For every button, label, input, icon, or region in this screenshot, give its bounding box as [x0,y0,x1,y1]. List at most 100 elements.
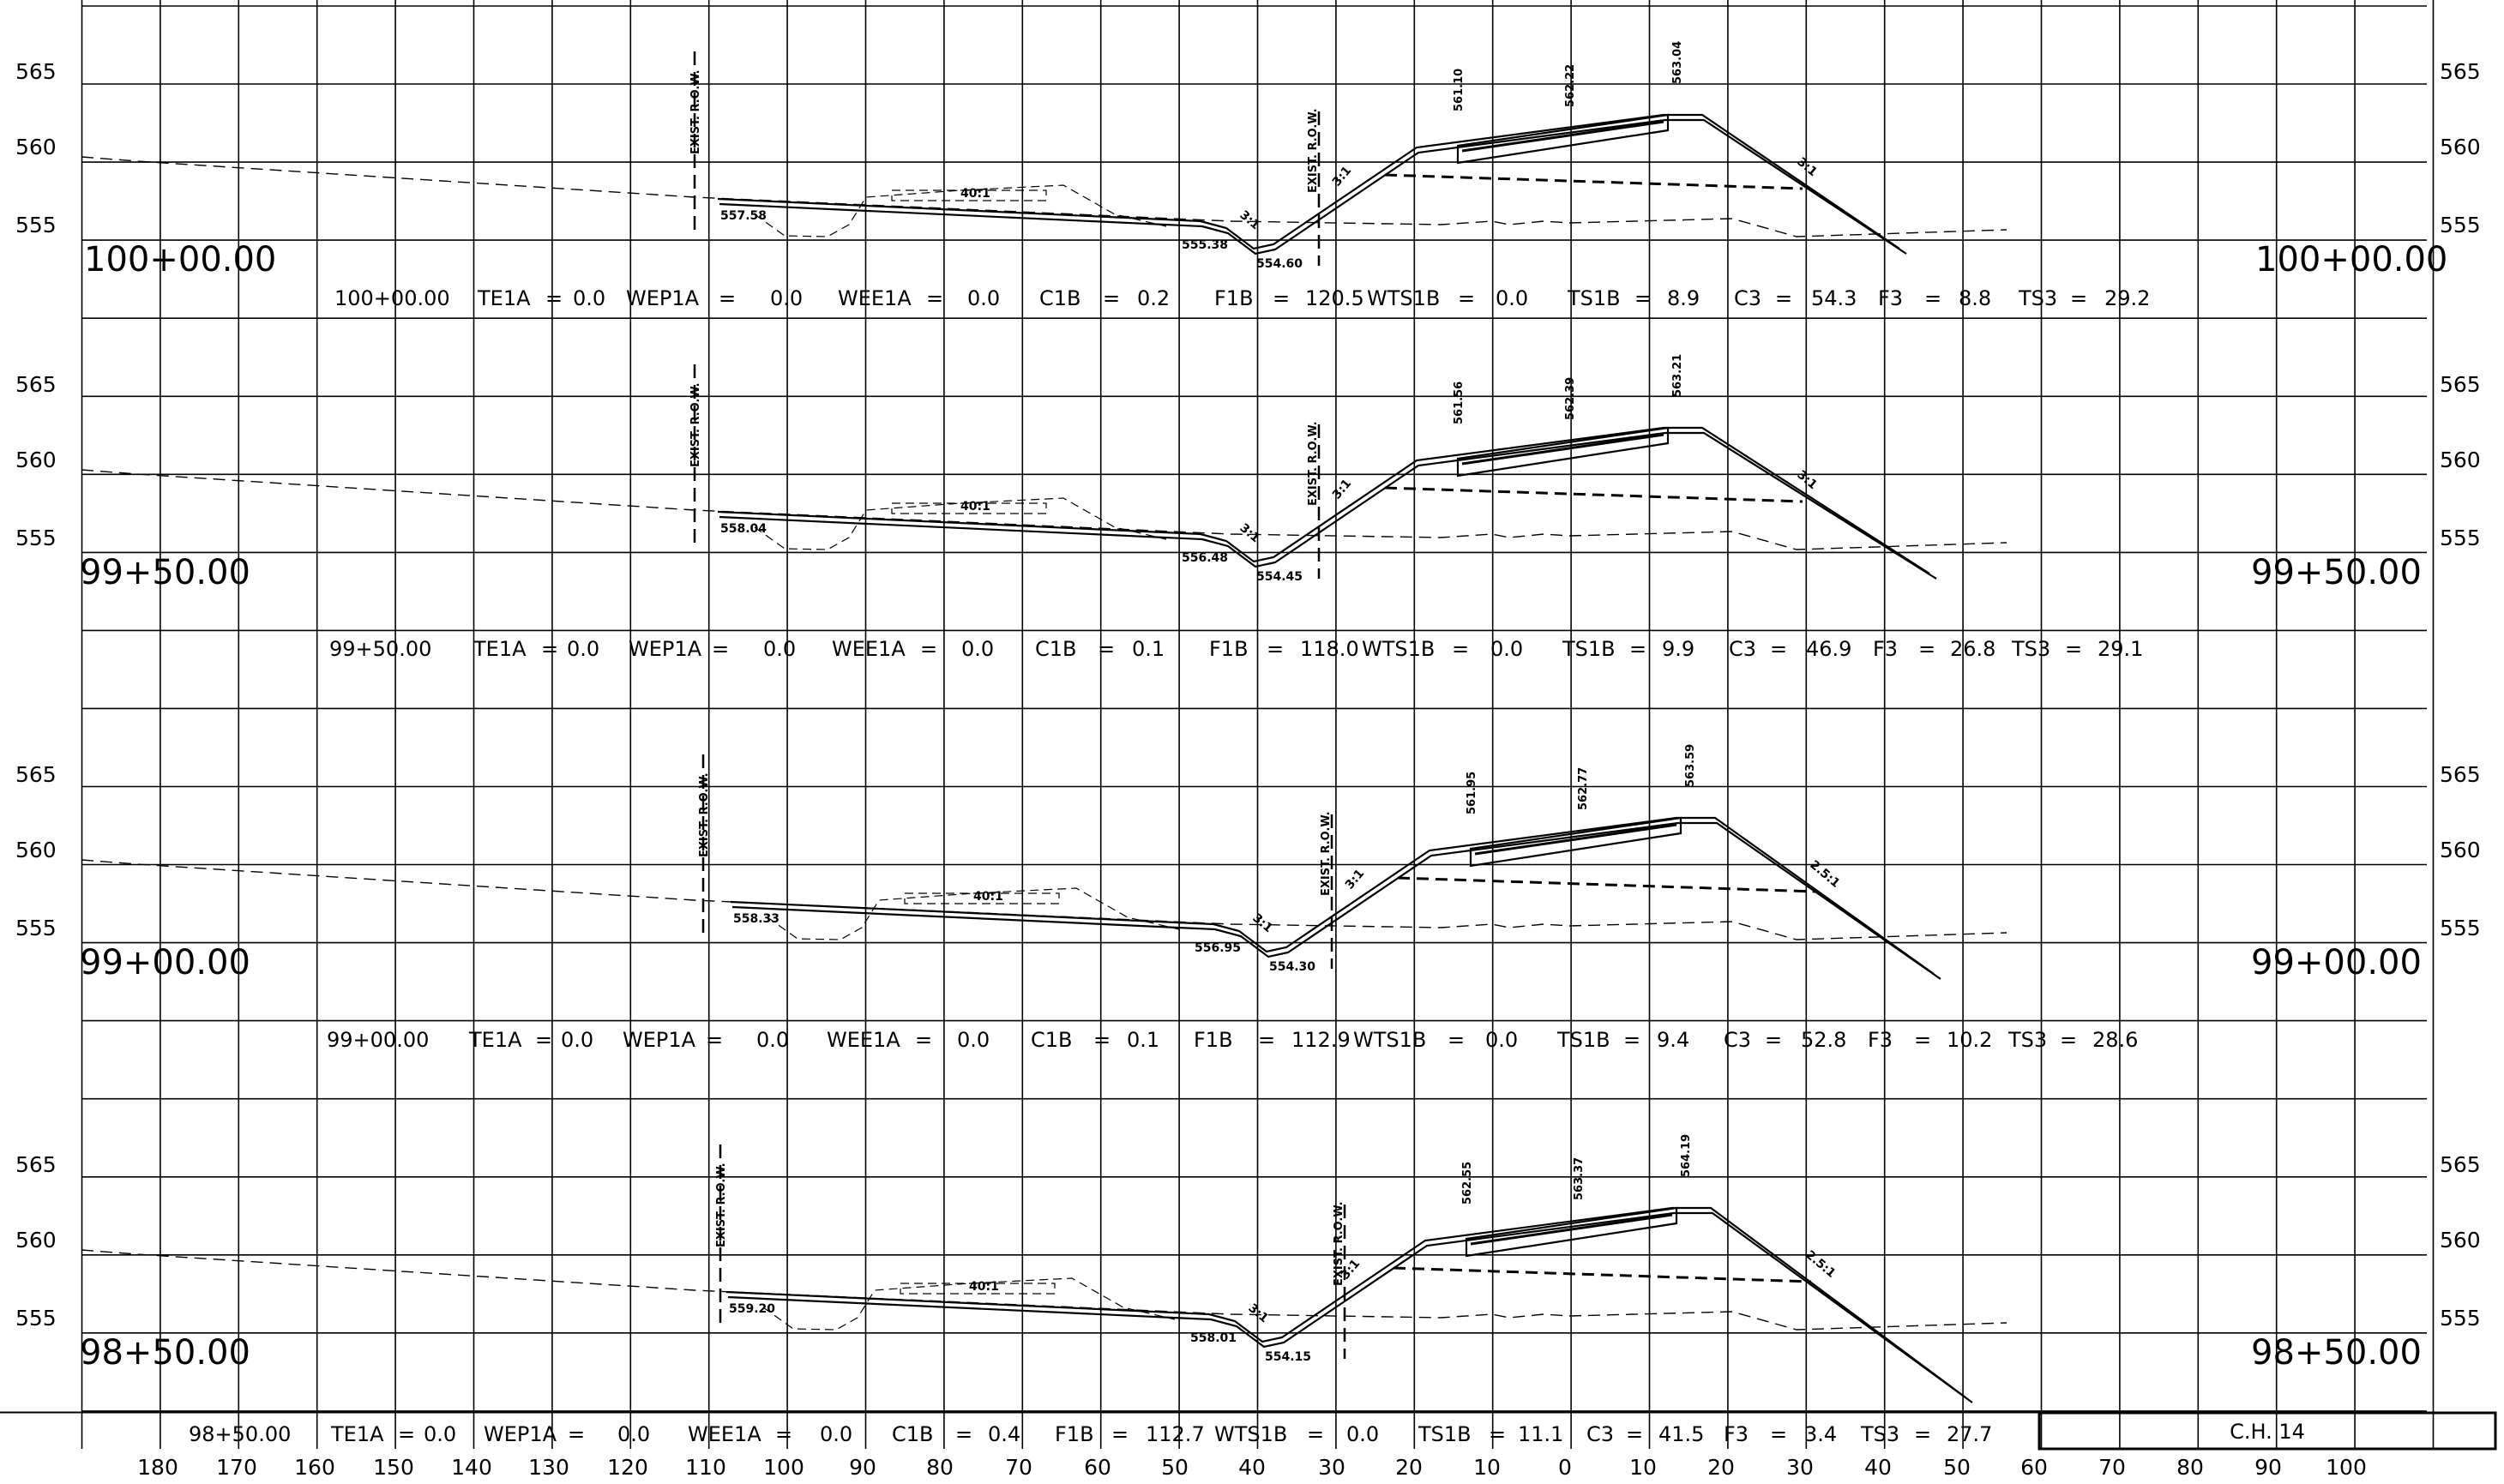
design-profile-line [717,426,1930,574]
summary-item: WEP1A [484,1422,557,1446]
shoulder-elevation-label: 561.10 [1453,69,1466,111]
row-label: EXIST. R.O.W. [689,69,702,154]
summary-item: 26.8 [1950,637,1995,661]
summary-item: 0.0 [1496,286,1528,310]
summary-item: = [541,637,558,661]
summary-item: = [1452,637,1469,661]
summary-item: C3 [1729,637,1756,661]
ditch-elevation-label: 554.60 [1256,257,1303,271]
slope-label-back: 3:1 [1330,164,1354,189]
summary-item: = [1093,1028,1111,1052]
summary-item: 27.7 [1947,1422,1992,1446]
summary-item: WTS1B [1214,1422,1287,1446]
summary-item: TS3 [1860,1422,1899,1446]
summary-item: 52.8 [1801,1028,1846,1052]
summary-item: 0.0 [424,1422,456,1446]
summary-item: = [2065,637,2082,661]
toe-elevation-label: 558.01 [1190,1331,1237,1345]
slope-label-fill: 3:1 [1794,155,1820,179]
elevation-label-right: 565 [2440,762,2481,787]
summary-item: = [535,1028,552,1052]
station-label-right: 100+00.00 [2255,240,2447,279]
offset-label: 110 [685,1455,726,1480]
shoulder-elevation-label: 562.55 [1461,1162,1474,1205]
existing-feature-line [762,1277,1176,1331]
summary-item: 0.0 [567,637,599,661]
summary-item: 100+00.00 [334,286,450,310]
summary-item: = [719,286,736,310]
elevation-label-left: 555 [15,213,57,237]
summary-item: 0.0 [967,286,1000,310]
summary-item: 118.0 [1300,637,1359,661]
slope-label-flat: 40:1 [960,500,990,514]
summary-item: 8.9 [1667,286,1700,310]
slope-label-ditch: 3:1 [1237,208,1262,232]
grid-path [81,0,2435,1449]
summary-item: = [1111,1422,1129,1446]
summary-item: 8.8 [1959,286,1991,310]
summary-item: = [1103,286,1120,310]
elevation-label-left: 560 [15,135,57,159]
existing-feature-box [904,892,1060,904]
elevation-label-right: 565 [2440,372,2481,397]
summary-item: = [1770,637,1787,661]
summary-item: 10.2 [1947,1028,1992,1052]
summary-item: WEE1A [838,286,912,310]
summary-item: = [1629,637,1646,661]
summary-item: 0.0 [957,1028,990,1052]
summary-item: F1B [1194,1028,1233,1052]
summary-item: WTS1B [1362,637,1435,661]
summary-item: 98+50.00 [189,1422,291,1446]
elevation-label-right: 555 [2440,1306,2481,1331]
offset-label: 10 [1473,1455,1501,1480]
summary-item: TS3 [2018,286,2057,310]
summary-item: = [1765,1028,1782,1052]
slope-label-fill: 2.5:1 [1807,858,1842,891]
row-label: EXIST. R.O.W. [1307,108,1320,193]
offset-label: 70 [1005,1455,1032,1480]
design-profile-line [730,816,1935,975]
summary-item: WEP1A [623,1028,696,1052]
offset-label: 10 [1629,1455,1657,1480]
summary-item: TE1A [477,286,531,310]
summary-item: = [1448,1028,1465,1052]
elevation-label-left: 565 [15,372,57,397]
summary-item: = [926,286,943,310]
summary-item: = [545,286,563,310]
toe-elevation-label: 556.95 [1195,941,1241,955]
summary-item: = [955,1422,972,1446]
elevation-label-right: 555 [2440,526,2481,550]
summary-item: TS1B [1418,1422,1472,1446]
offset-label: 30 [1318,1455,1345,1480]
summary-item: 0.0 [573,286,605,310]
slope-label-ditch: 3:1 [1245,1301,1271,1325]
pavement-section [1456,426,1670,478]
offset-label: 40 [1864,1455,1892,1480]
design-profile-line [727,1211,1973,1403]
offset-label: 140 [451,1455,492,1480]
offset-label: 170 [216,1455,257,1480]
summary-item: = [1775,286,1792,310]
design-profile-line [731,821,1941,980]
summary-item: C3 [1586,1422,1614,1446]
elevation-label-left: 565 [15,1152,57,1177]
summary-item: 112.9 [1291,1028,1351,1052]
summary-item: = [1918,637,1935,661]
slope-label-flat: 40:1 [969,1280,999,1294]
pavement-surface [1461,120,1664,153]
left-elevation-label: 557.58 [720,209,767,223]
summary-item: 0.0 [1346,1422,1379,1446]
offset-label: 50 [1943,1455,1971,1480]
summary-item: 0.0 [961,637,994,661]
summary-item: F1B [1214,286,1254,310]
row-label: EXIST. R.O.W. [1307,421,1320,506]
summary-item: = [1258,1028,1275,1052]
summary-item: TS3 [2007,1028,2047,1052]
sheet-label-box: C.H. 14 [2038,1411,2497,1451]
existing-feature-box [900,1283,1056,1295]
grid-lines [0,0,2435,1449]
summary-item: 0.0 [763,637,796,661]
summary-item: = [1267,637,1284,661]
summary-item: 0.0 [820,1422,852,1446]
